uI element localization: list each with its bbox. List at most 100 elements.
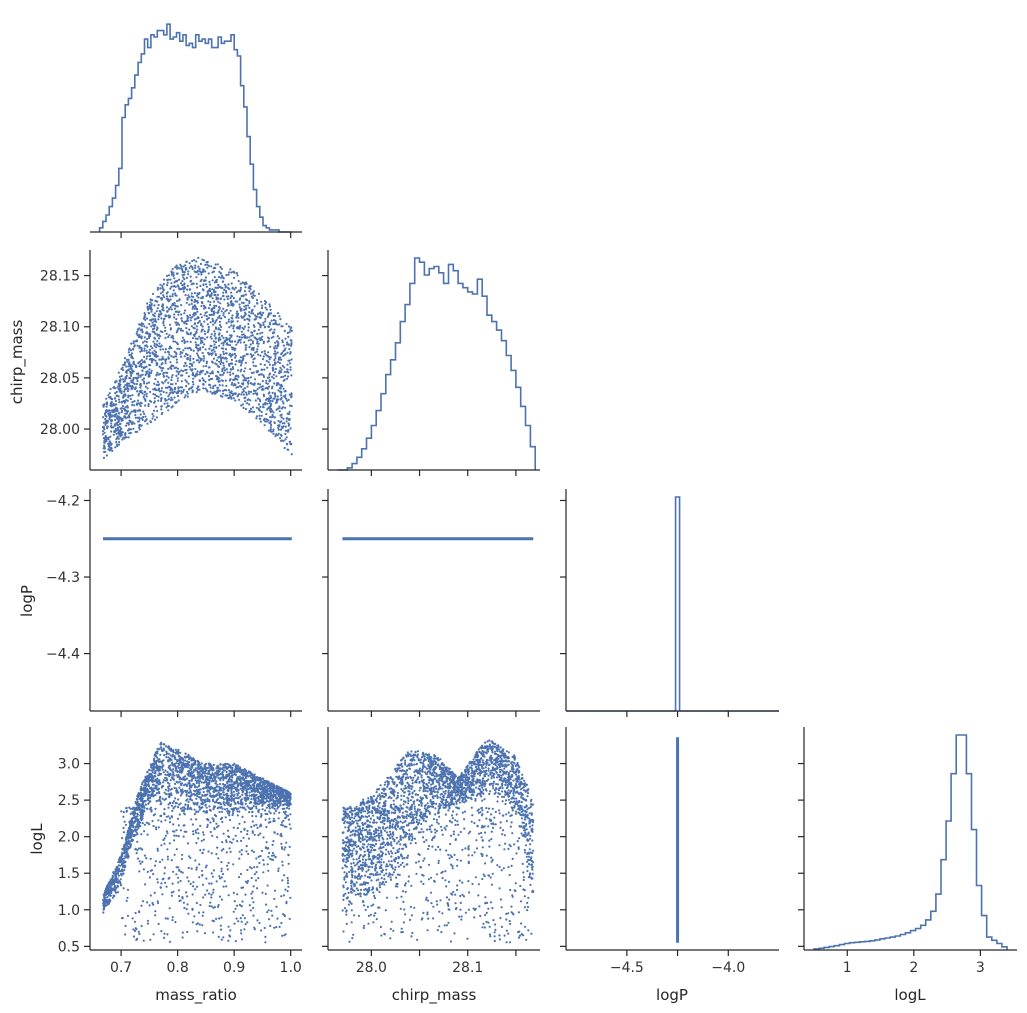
scatter-mass_ratio-chirp_mass-point (123, 401, 126, 404)
scatter-mass_ratio-chirp_mass-point (156, 286, 160, 289)
scatter-mass_ratio-logL-point (114, 874, 117, 877)
scatter-mass_ratio-logL-point (219, 801, 222, 804)
scatter-mass_ratio-chirp_mass-point (122, 436, 125, 439)
scatter-mass_ratio-chirp_mass-point (214, 354, 217, 357)
scatter-mass_ratio-chirp_mass-point (285, 322, 288, 326)
scatter-mass_ratio-chirp_mass-point (225, 368, 228, 371)
scatter-mass_ratio-logL-point (171, 773, 175, 776)
scatter-mass_ratio-logL-point (233, 773, 236, 776)
scatter-mass_ratio-chirp_mass-point (285, 436, 288, 439)
scatter-mass_ratio-chirp_mass-point (213, 293, 216, 297)
scatter-mass_ratio-chirp_mass-point (290, 392, 293, 395)
scatter-mass_ratio-logL-point (165, 779, 168, 782)
scatter-mass_ratio-chirp_mass-point (289, 368, 292, 371)
scatter-mass_ratio-logL-point (154, 770, 157, 773)
scatter-mass_ratio-chirp_mass-point (170, 308, 173, 311)
scatter-mass_ratio-chirp_mass-point (242, 390, 246, 393)
scatter-mass_ratio-logL-point (208, 805, 211, 808)
scatter-mass_ratio-chirp_mass-point (235, 291, 238, 294)
scatter-mass_ratio-chirp_mass-point (182, 349, 185, 352)
scatter-mass_ratio-logL-point (174, 797, 177, 800)
scatter-mass_ratio-chirp_mass-point (251, 406, 254, 409)
scatter-mass_ratio-chirp_mass-point (248, 318, 251, 321)
scatter-mass_ratio-chirp_mass-point (280, 371, 283, 374)
scatter-mass_ratio-chirp_mass-point (129, 412, 132, 415)
scatter-mass_ratio-chirp_mass-point (265, 382, 268, 385)
scatter-mass_ratio-chirp_mass-point (113, 415, 116, 418)
scatter-mass_ratio-chirp_mass-point (236, 310, 239, 313)
scatter-mass_ratio-chirp_mass-point (189, 357, 192, 360)
scatter-mass_ratio-chirp_mass-point (204, 348, 207, 351)
scatter-mass_ratio-chirp_mass-point (224, 379, 227, 382)
scatter-mass_ratio-chirp_mass-point (259, 420, 262, 423)
scatter-mass_ratio-chirp_mass-point (255, 417, 258, 420)
scatter-mass_ratio-chirp_mass-point (195, 317, 198, 320)
scatter-mass_ratio-logL-point (254, 781, 257, 784)
scatter-mass_ratio-logL-point (257, 800, 260, 803)
scatter-mass_ratio-chirp_mass-point (153, 325, 156, 328)
scatter-mass_ratio-logL-point (269, 791, 273, 795)
scatter-mass_ratio-logL-point (185, 799, 188, 802)
scatter-mass_ratio-chirp_mass-point (239, 324, 242, 327)
scatter-mass_ratio-chirp_mass-point (102, 456, 106, 459)
scatter-mass_ratio-logL-point (235, 778, 238, 781)
scatter-mass_ratio-chirp_mass-point (157, 383, 160, 386)
scatter-mass_ratio-logL-point (239, 806, 242, 809)
scatter-mass_ratio-chirp_mass-point (228, 337, 231, 340)
scatter-mass_ratio-chirp_mass-point (229, 373, 232, 376)
scatter-mass_ratio-chirp_mass-point (166, 281, 169, 284)
scatter-mass_ratio-logL-point (253, 773, 256, 776)
scatter-mass_ratio-logL-point (268, 805, 271, 808)
scatter-mass_ratio-logL-point (156, 777, 159, 780)
scatter-mass_ratio-chirp_mass-point (114, 399, 117, 403)
scatter-mass_ratio-chirp_mass-point (137, 402, 140, 405)
scatter-mass_ratio-chirp_mass-point (216, 389, 219, 393)
scatter-mass_ratio-chirp_mass-point (177, 323, 181, 326)
scatter-mass_ratio-chirp_mass-point (191, 282, 194, 285)
scatter-mass_ratio-chirp_mass-point (153, 397, 156, 400)
scatter-mass_ratio-logL-point (110, 889, 113, 893)
scatter-mass_ratio-chirp_mass-point (156, 380, 159, 383)
scatter-mass_ratio-chirp_mass-point (174, 321, 177, 324)
scatter-mass_ratio-chirp_mass-point (170, 378, 173, 382)
scatter-mass_ratio-logL-point (202, 771, 206, 774)
scatter-mass_ratio-chirp_mass-point (236, 341, 239, 344)
scatter-mass_ratio-logL-point (261, 803, 264, 806)
scatter-mass_ratio-chirp_mass-point (202, 365, 205, 368)
scatter-mass_ratio-chirp_mass-point (186, 284, 189, 287)
scatter-mass_ratio-chirp_mass-point (108, 417, 111, 420)
scatter-mass_ratio-chirp_mass-point (128, 384, 131, 387)
scatter-mass_ratio-chirp_mass-point (265, 308, 268, 311)
scatter-mass_ratio-chirp_mass-point (155, 374, 158, 377)
scatter-mass_ratio-chirp_mass-point (116, 444, 119, 448)
scatter-mass_ratio-chirp_mass-point (168, 334, 171, 337)
scatter-mass_ratio-chirp_mass-point (165, 375, 168, 378)
scatter-mass_ratio-chirp_mass-point (161, 355, 164, 358)
scatter-mass_ratio-logL-point (175, 787, 178, 790)
scatter-mass_ratio-chirp_mass-point (120, 418, 123, 421)
scatter-mass_ratio-chirp_mass-point (157, 318, 160, 321)
scatter-mass_ratio-chirp_mass-point (191, 389, 194, 392)
scatter-mass_ratio-chirp_mass-point (248, 346, 251, 349)
scatter-mass_ratio-chirp_mass-point (191, 372, 195, 375)
scatter-mass_ratio-chirp_mass-point (143, 393, 146, 396)
scatter-mass_ratio-chirp_mass-point (108, 396, 111, 399)
scatter-mass_ratio-chirp_mass-point (282, 350, 285, 353)
scatter-mass_ratio-chirp_mass-point (155, 343, 158, 346)
scatter-mass_ratio-chirp_mass-point (153, 400, 156, 403)
scatter-mass_ratio-chirp_mass-point (201, 336, 204, 339)
scatter-mass_ratio-logL-point (191, 775, 194, 778)
scatter-mass_ratio-chirp_mass-point (273, 382, 276, 385)
scatter-mass_ratio-chirp_mass-point (169, 287, 172, 290)
scatter-mass_ratio-chirp_mass-point (230, 300, 233, 303)
scatter-mass_ratio-chirp_mass-point (197, 265, 200, 268)
scatter-mass_ratio-logL-point (238, 766, 241, 770)
scatter-mass_ratio-chirp_mass-point (243, 283, 246, 286)
scatter-mass_ratio-chirp_mass-point (148, 323, 151, 326)
scatter-mass_ratio-logL-point (219, 779, 222, 782)
scatter-mass_ratio-chirp_mass-point (150, 299, 153, 302)
scatter-mass_ratio-chirp_mass-point (121, 366, 124, 369)
scatter-mass_ratio-chirp_mass-point (119, 422, 122, 425)
scatter-mass_ratio-chirp_mass-point (177, 373, 180, 376)
